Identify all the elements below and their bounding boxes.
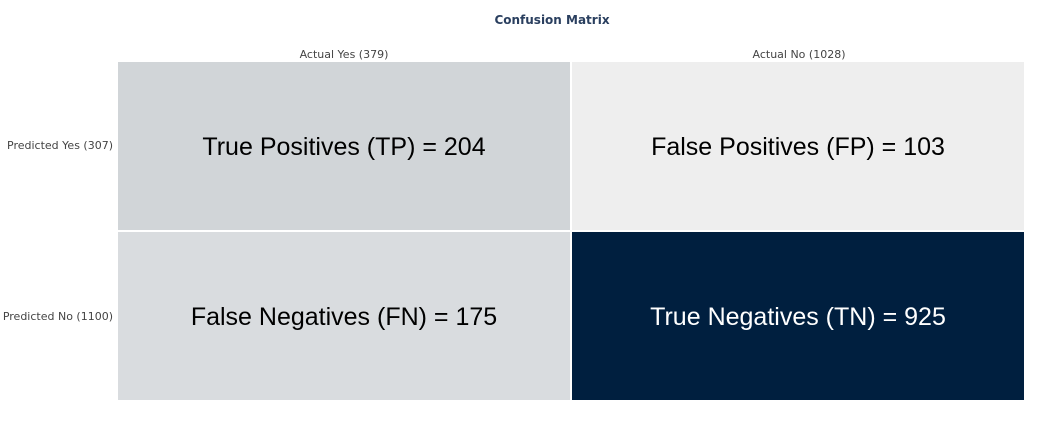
cell-false-positives [572, 62, 1024, 230]
cell-true-positives-label: True Positives (TP) = 204 [202, 133, 485, 161]
cell-false-negatives [118, 232, 570, 400]
chart-title: Confusion Matrix [494, 13, 610, 27]
cell-false-positives-label: False Positives (FP) = 103 [651, 133, 945, 161]
cell-true-negatives [572, 232, 1024, 400]
row-label-predicted-no: Predicted No (1100) [2, 310, 113, 323]
column-label-actual-no: Actual No (1028) [752, 48, 846, 61]
cell-true-positives [118, 62, 570, 230]
cell-false-negatives-label: False Negatives (FN) = 175 [191, 303, 497, 331]
cell-true-negatives-label: True Negatives (TN) = 925 [650, 303, 946, 331]
column-label-actual-yes: Actual Yes (379) [299, 48, 389, 61]
row-label-predicted-yes: Predicted Yes (307) [7, 139, 113, 152]
